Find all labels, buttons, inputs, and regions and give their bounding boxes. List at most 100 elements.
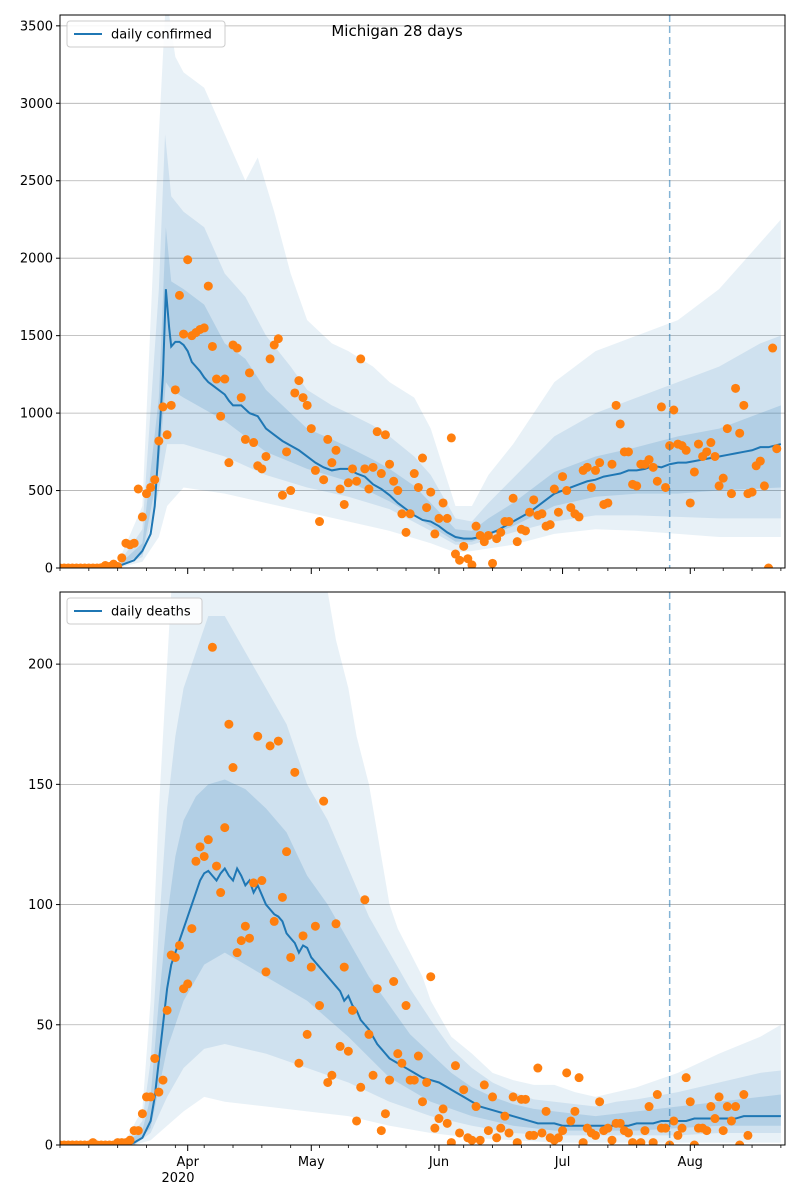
observed-point xyxy=(232,948,242,958)
observed-point xyxy=(257,876,267,886)
observed-point xyxy=(347,464,357,474)
observed-point xyxy=(360,464,370,474)
observed-point xyxy=(356,354,366,364)
observed-point xyxy=(652,476,662,486)
observed-point xyxy=(545,520,555,530)
observed-point xyxy=(393,486,403,496)
observed-point xyxy=(714,1092,724,1102)
y-tick-label: 0 xyxy=(45,1139,53,1154)
observed-point xyxy=(298,931,308,941)
observed-point xyxy=(558,472,568,482)
y-tick-label: 1000 xyxy=(20,407,53,422)
observed-point xyxy=(393,1049,403,1059)
observed-point xyxy=(710,1114,720,1124)
observed-point xyxy=(327,458,337,468)
observed-point xyxy=(652,1090,662,1100)
observed-point xyxy=(693,439,703,449)
observed-point xyxy=(290,388,300,398)
x-axis-year-label: 2020 xyxy=(161,1171,194,1186)
observed-point xyxy=(656,402,666,412)
observed-point xyxy=(310,465,320,475)
observed-point xyxy=(257,464,267,474)
observed-point xyxy=(216,411,226,421)
observed-point xyxy=(352,476,362,486)
confirmed-y-axis: 0 500 1000 1500 2000 2500 3000 3500 xyxy=(20,19,60,577)
observed-point xyxy=(512,1138,522,1145)
observed-point xyxy=(220,823,230,833)
observed-point xyxy=(434,513,444,523)
observed-point xyxy=(685,498,695,508)
observed-point xyxy=(269,916,279,926)
observed-point xyxy=(615,419,625,429)
x-tick-label: Jun xyxy=(428,1155,449,1170)
observed-point xyxy=(496,1123,506,1133)
observed-point xyxy=(459,541,469,551)
observed-point xyxy=(442,1118,452,1128)
deaths-x-axis: Apr May Jun Jul Aug xyxy=(59,1145,782,1170)
observed-point xyxy=(409,1075,419,1085)
x-tick-label: May xyxy=(298,1155,325,1170)
observed-point xyxy=(537,1128,547,1138)
observed-point xyxy=(702,1126,712,1136)
observed-point xyxy=(739,1090,749,1100)
observed-point xyxy=(759,481,769,491)
deaths-legend: daily deaths xyxy=(66,597,203,625)
observed-point xyxy=(376,469,386,479)
y-tick-label: 200 xyxy=(28,658,53,673)
observed-point xyxy=(310,921,320,931)
observed-point xyxy=(603,498,613,508)
observed-point xyxy=(570,1106,580,1116)
observed-point xyxy=(113,561,123,568)
y-tick-label: 2500 xyxy=(20,174,53,189)
observed-point xyxy=(244,933,254,943)
observed-point xyxy=(389,476,399,486)
chart-title: Michigan 28 days xyxy=(331,22,462,40)
deaths-legend-box xyxy=(66,597,203,625)
observed-point xyxy=(249,438,259,448)
observed-point xyxy=(549,484,559,494)
observed-point xyxy=(504,1128,514,1138)
observed-point xyxy=(228,763,238,773)
observed-point xyxy=(286,486,296,496)
observed-point xyxy=(706,438,716,448)
observed-point xyxy=(170,952,180,962)
observed-point xyxy=(455,555,465,565)
observed-point xyxy=(426,972,436,982)
observed-point xyxy=(302,1029,312,1039)
observed-point xyxy=(413,1051,423,1061)
observed-point xyxy=(508,1092,518,1102)
observed-point xyxy=(520,1094,530,1104)
observed-point xyxy=(500,1111,510,1121)
observed-point xyxy=(183,979,193,989)
observed-point xyxy=(743,1130,753,1140)
observed-point xyxy=(595,1097,605,1107)
observed-point xyxy=(747,487,757,497)
deaths-uncertainty-bands xyxy=(60,592,781,1145)
observed-point xyxy=(331,919,341,929)
observed-point xyxy=(137,512,147,522)
confirmed-axes-frame xyxy=(59,14,786,569)
observed-point xyxy=(212,374,222,384)
observed-point xyxy=(722,1102,732,1112)
observed-point xyxy=(553,507,563,517)
observed-point xyxy=(364,484,374,494)
observed-point xyxy=(397,509,407,519)
observed-point xyxy=(380,430,390,440)
observed-point xyxy=(335,1041,345,1051)
uncertainty-band-1 xyxy=(60,15,781,568)
observed-point xyxy=(265,741,275,751)
x-tick-label: Aug xyxy=(678,1155,703,1170)
deaths-model-median-line xyxy=(60,866,781,1145)
observed-point xyxy=(718,473,728,483)
observed-point xyxy=(199,323,209,333)
observed-point xyxy=(735,428,745,438)
observed-point xyxy=(603,1123,613,1133)
observed-point xyxy=(706,1102,716,1112)
observed-point xyxy=(492,1133,502,1143)
observed-point xyxy=(681,445,691,455)
observed-point xyxy=(273,334,283,344)
observed-point xyxy=(632,481,642,491)
observed-point xyxy=(430,529,440,539)
observed-point xyxy=(166,400,176,410)
